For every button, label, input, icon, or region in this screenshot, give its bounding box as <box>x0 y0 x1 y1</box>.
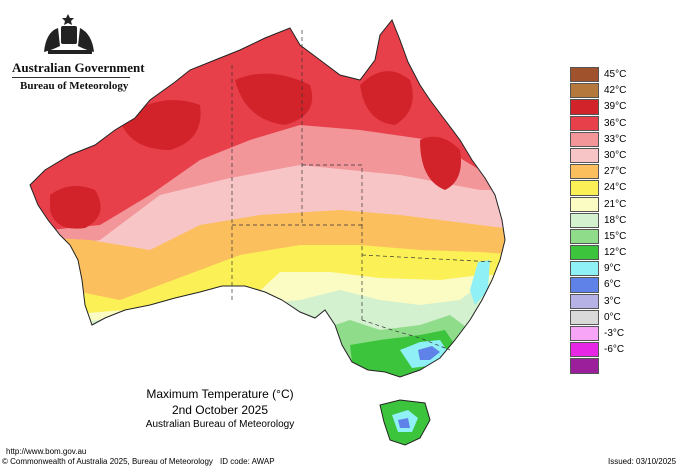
id-code-text: ID code: AWAP <box>220 457 275 466</box>
state-borders <box>231 30 496 351</box>
border-nt-qld <box>302 164 363 225</box>
legend-item: 30°C <box>570 147 642 164</box>
legend-item: 42°C <box>570 83 642 99</box>
map-date: 2nd October 2025 <box>171 403 269 417</box>
bom-url-link[interactable]: http://www.bom.gov.au <box>6 447 87 456</box>
legend-swatch <box>570 67 599 83</box>
legend-item: 12°C <box>570 245 642 261</box>
legend-swatch <box>570 115 599 131</box>
legend-swatch <box>570 99 599 115</box>
government-name: Australian Government <box>12 60 145 75</box>
legend-swatch <box>570 326 599 342</box>
band-21 <box>30 272 505 377</box>
legend-item: 3°C <box>570 293 642 310</box>
legend-swatch <box>570 164 599 180</box>
legend-swatch <box>570 293 599 309</box>
legend-swatch <box>570 131 599 147</box>
legend-item: 36°C <box>570 115 642 132</box>
legend-swatch <box>570 358 599 374</box>
legend-label: 15°C <box>604 230 627 242</box>
legend-label: 36°C <box>604 117 627 129</box>
legend-label: 27°C <box>604 166 627 178</box>
coat-of-arms-icon <box>44 14 94 54</box>
legend-swatch <box>570 147 599 164</box>
legend-item: -6°C <box>570 342 642 358</box>
issued-date-text: Issued: 03/10/2025 <box>608 457 677 466</box>
header-divider <box>12 77 130 78</box>
legend-swatch <box>570 180 599 196</box>
legend-item: 18°C <box>570 212 642 229</box>
legend-item: 39°C <box>570 99 642 115</box>
band-6 <box>418 346 440 360</box>
map-source: Australian Bureau of Meteorology <box>145 419 295 430</box>
legend-item <box>570 358 642 374</box>
map-title: Maximum Temperature (°C) <box>146 387 294 401</box>
legend-swatch <box>570 196 599 212</box>
legend-label: 33°C <box>604 133 627 145</box>
legend-item: 6°C <box>570 277 642 293</box>
band-18 <box>30 285 505 377</box>
legend-label: 18°C <box>604 214 627 226</box>
legend-swatch <box>570 342 599 358</box>
legend-label: -3°C <box>604 328 625 339</box>
tasmania-band-6 <box>398 418 410 428</box>
band-39-nt <box>235 73 313 125</box>
footer-bar: © Commonwealth of Australia 2025, Bureau… <box>0 456 680 467</box>
temperature-legend: 45°C 42°C 39°C 36°C 33°C 30°C 27°C 24°C … <box>570 67 642 375</box>
legend-swatch <box>570 309 599 325</box>
legend-label: 3°C <box>604 295 621 307</box>
copyright-text: © Commonwealth of Australia 2025, Bureau… <box>2 457 213 466</box>
border-nsw-vic <box>361 319 451 351</box>
legend-item: 45°C <box>570 67 642 83</box>
legend-swatch <box>570 261 599 277</box>
legend-swatch <box>570 83 599 99</box>
legend-item: 24°C <box>570 180 642 196</box>
legend-item: -3°C <box>570 326 642 342</box>
legend-label: 39°C <box>604 101 627 113</box>
coastline <box>29 19 506 378</box>
bureau-name: Bureau of Meteorology <box>20 80 129 92</box>
legend-label: 12°C <box>604 247 627 259</box>
legend-label: 21°C <box>604 198 627 210</box>
legend-item: 21°C <box>570 196 642 213</box>
border-qld-nsw <box>361 254 496 263</box>
legend-label: 24°C <box>604 182 627 194</box>
legend-label: 45°C <box>604 69 627 80</box>
legend-label: 42°C <box>604 85 627 97</box>
band-39-west <box>50 186 101 229</box>
legend-label: 9°C <box>604 263 621 275</box>
legend-swatch <box>570 277 599 293</box>
legend-label: 6°C <box>604 279 621 291</box>
band-39-qld <box>420 136 461 190</box>
legend-swatch <box>570 228 599 245</box>
legend-item: 33°C <box>570 131 642 148</box>
legend-item: 15°C <box>570 228 642 245</box>
map-caption: Maximum Temperature (°C) 2nd October 202… <box>130 386 310 432</box>
band-9-ne <box>470 260 490 305</box>
legend-swatch <box>570 212 599 228</box>
legend-item: 9°C <box>570 261 642 277</box>
legend-label: 30°C <box>604 149 627 161</box>
legend-item: 27°C <box>570 164 642 180</box>
legend-item: 0°C <box>570 309 642 326</box>
band-39-cape <box>360 71 413 125</box>
legend-swatch <box>570 245 599 261</box>
legend-label: 0°C <box>604 311 621 323</box>
legend-label: -6°C <box>604 344 625 356</box>
